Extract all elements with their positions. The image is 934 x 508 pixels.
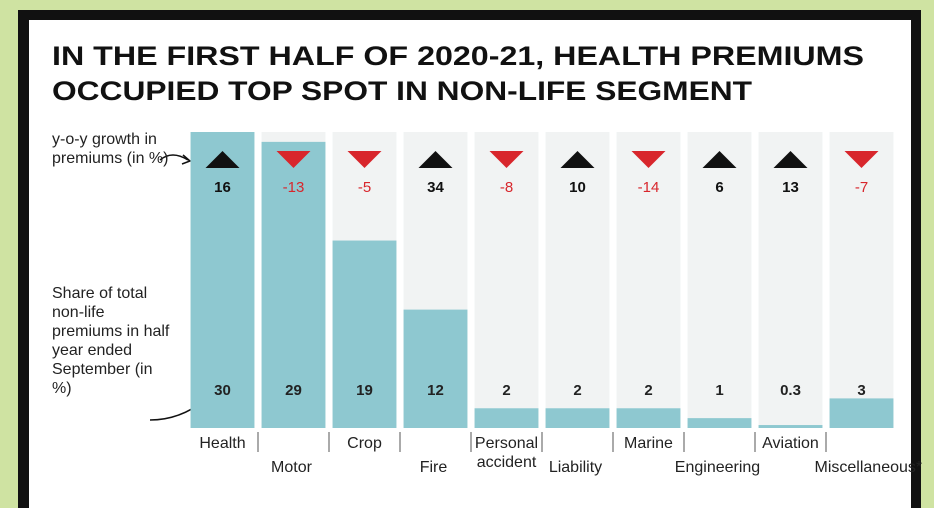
column-background: [616, 132, 681, 428]
growth-label: -13: [283, 179, 305, 196]
share-label: Share of total non-life premiums in half…: [52, 285, 170, 397]
bar: [403, 309, 468, 428]
growth-label: 13: [782, 179, 799, 196]
x-tick-label: Aviation: [762, 435, 819, 452]
bar: [190, 132, 255, 428]
bar: [261, 141, 326, 428]
x-tick-label: Motor: [271, 459, 312, 476]
pointer-arrow: [181, 154, 192, 165]
growth-label: -5: [358, 179, 371, 196]
chart-title: OCCUPIED TOP SPOT IN NON-LIFE SEGMENT: [52, 76, 753, 106]
x-tick-label: Liability: [548, 459, 603, 476]
value-label: 12: [427, 382, 444, 399]
column-background: [758, 132, 823, 428]
chart-title: IN THE FIRST HALF OF 2020-21, HEALTH PRE…: [52, 41, 864, 71]
column-background: [829, 132, 894, 428]
x-tick-label: Health: [199, 435, 246, 452]
down-arrow: [276, 151, 311, 168]
down-arrow: [844, 151, 879, 168]
x-tick-label: Miscellaneous*: [814, 459, 923, 476]
bar: [332, 240, 397, 428]
x-tick-label: Personal accident: [474, 435, 539, 471]
growth-label: y-o-y growth in premiums (in %): [52, 131, 169, 167]
bar: [758, 425, 823, 428]
growth-label: 34: [427, 179, 444, 196]
growth-label: -8: [500, 179, 513, 196]
x-tick-label: Engineering: [674, 459, 761, 476]
value-label: 30: [214, 382, 231, 399]
bar: [545, 408, 610, 428]
x-tick-label: Crop: [347, 435, 382, 452]
down-arrow: [631, 151, 666, 168]
value-label: 2: [644, 382, 652, 399]
growth-label: 16: [214, 179, 231, 196]
value-label: 2: [502, 382, 510, 399]
up-arrow: [205, 151, 240, 168]
value-label: 1: [715, 382, 723, 399]
value-label: 2: [573, 382, 581, 399]
value-label: 0.3: [780, 382, 801, 399]
down-arrow: [347, 151, 382, 168]
value-label: 29: [285, 382, 302, 399]
bar: [829, 398, 894, 428]
up-arrow: [560, 151, 595, 168]
growth-label: -7: [855, 179, 868, 196]
growth-label: 6: [715, 179, 723, 196]
value-label: 19: [356, 382, 373, 399]
column-background: [687, 132, 752, 428]
up-arrow: [418, 151, 453, 168]
value-label: 3: [857, 382, 865, 399]
x-tick-label: Fire: [419, 459, 448, 476]
bar: [474, 408, 539, 428]
bar: [687, 418, 752, 428]
bar: [616, 408, 681, 428]
pointer-arrow: [159, 154, 189, 161]
x-tick-label: Marine: [624, 435, 673, 452]
growth-label: -14: [638, 179, 660, 196]
down-arrow: [489, 151, 524, 168]
up-arrow: [773, 151, 808, 168]
up-arrow: [702, 151, 737, 168]
column-background: [474, 132, 539, 428]
column-background: [545, 132, 610, 428]
growth-label: 10: [569, 179, 586, 196]
